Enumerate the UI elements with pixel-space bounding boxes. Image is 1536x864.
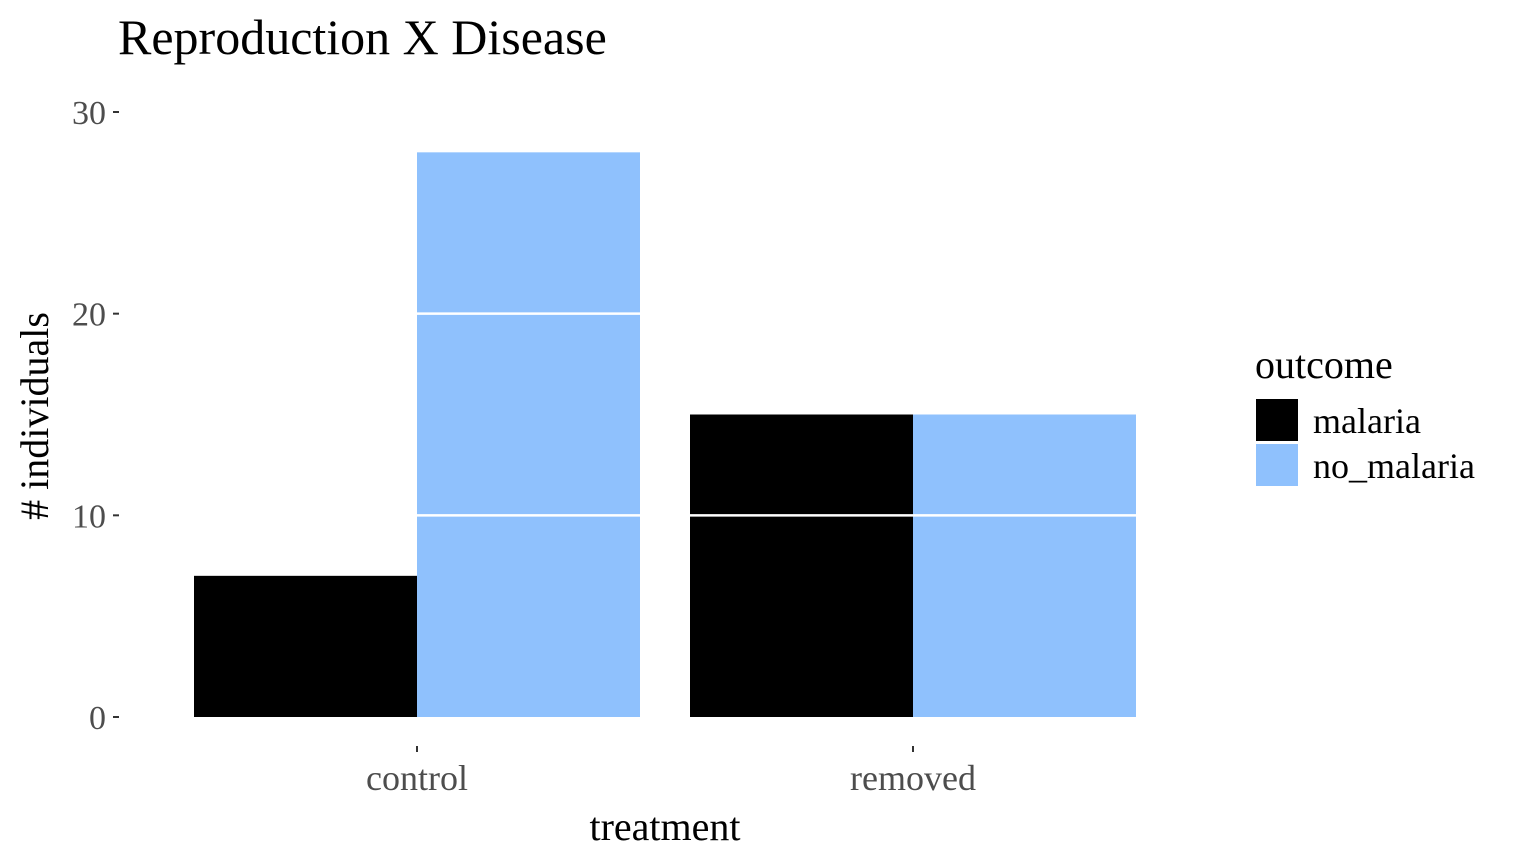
bar-no_malaria-removed [913, 414, 1136, 717]
y-axis: 0 10 20 30 [72, 95, 119, 737]
legend-key-malaria [1256, 399, 1298, 441]
legend: outcome malaria no_malaria [1255, 342, 1475, 486]
y-tick-label: 20 [72, 297, 106, 334]
x-axis: control removed [366, 746, 976, 798]
legend-label-malaria: malaria [1313, 401, 1421, 441]
bar-malaria-removed [690, 414, 913, 717]
y-tick-label: 30 [72, 95, 106, 132]
y-tick-label: 0 [89, 700, 106, 737]
legend-key-no_malaria [1256, 444, 1298, 486]
legend-title: outcome [1255, 342, 1393, 387]
chart-title: Reproduction X Disease [118, 9, 607, 65]
bar-no_malaria-control [417, 152, 640, 718]
y-tick-label: 10 [72, 498, 106, 535]
plot-area [194, 152, 1136, 718]
x-axis-label: treatment [589, 804, 740, 849]
x-tick-label-control: control [366, 758, 468, 798]
y-axis-label: # individuals [12, 312, 57, 520]
x-tick-label-removed: removed [850, 758, 976, 798]
legend-label-no_malaria: no_malaria [1313, 446, 1475, 486]
bar-malaria-control [194, 575, 417, 717]
